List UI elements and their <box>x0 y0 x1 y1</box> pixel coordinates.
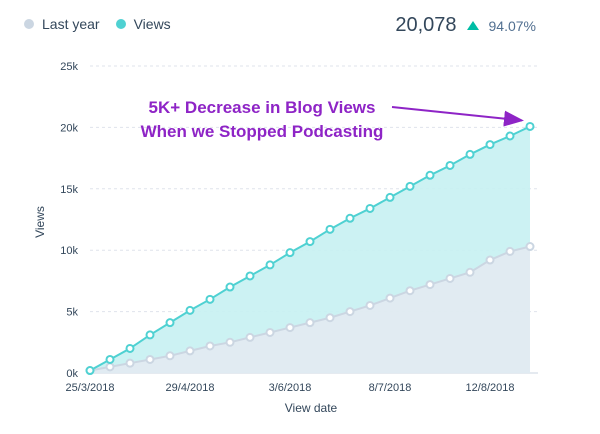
legend-dot-views <box>115 19 126 29</box>
data-point-last-year[interactable] <box>105 362 115 372</box>
data-point-last-year[interactable] <box>445 273 455 283</box>
annotation-arrow <box>391 106 524 127</box>
data-point-views[interactable] <box>125 343 135 353</box>
data-point-views[interactable] <box>265 260 275 270</box>
y-tick-label: 5k <box>66 307 78 319</box>
data-point-views[interactable] <box>205 294 215 304</box>
data-point-views[interactable] <box>465 149 475 159</box>
legend-item-views[interactable]: Views <box>115 16 171 32</box>
data-point-views[interactable] <box>485 140 495 150</box>
data-point-views[interactable] <box>165 318 175 328</box>
data-point-last-year[interactable] <box>325 313 335 323</box>
legend-item-last-year[interactable]: Last year <box>24 16 100 32</box>
annotation-line-1: 5K+ Decrease in Blog Views <box>149 98 376 117</box>
data-point-last-year[interactable] <box>265 327 275 337</box>
data-point-views[interactable] <box>325 224 335 234</box>
legend-label-views: Views <box>133 16 171 32</box>
x-axis-label: View date <box>285 401 338 415</box>
legend-dot-last-year <box>24 19 34 29</box>
data-point-last-year[interactable] <box>225 337 235 347</box>
data-point-views[interactable] <box>425 170 435 180</box>
data-point-views[interactable] <box>245 271 255 281</box>
annotation-line-2: When we Stopped Podcasting <box>141 122 384 141</box>
data-point-views[interactable] <box>185 305 195 315</box>
summary-change: 94.07% <box>488 17 536 34</box>
data-point-views[interactable] <box>445 160 455 170</box>
legend: Last year Views <box>24 16 171 32</box>
data-point-views[interactable] <box>105 354 115 364</box>
summary-total: 20,078 <box>395 14 457 36</box>
x-tick-label: 25/3/2018 <box>66 382 115 394</box>
data-point-last-year[interactable] <box>485 255 495 265</box>
data-point-views[interactable] <box>305 237 315 247</box>
y-tick-label: 15k <box>60 184 78 196</box>
data-point-last-year[interactable] <box>165 351 175 361</box>
data-point-last-year[interactable] <box>185 346 195 356</box>
data-point-views[interactable] <box>385 192 395 202</box>
summary: 20,078 94.07% <box>395 14 536 37</box>
trend-up-icon <box>466 21 479 30</box>
data-point-last-year[interactable] <box>345 307 355 317</box>
y-tick-label: 25k <box>60 61 78 73</box>
data-point-last-year[interactable] <box>285 323 295 333</box>
data-point-last-year[interactable] <box>245 332 255 342</box>
data-point-last-year[interactable] <box>505 246 515 256</box>
data-point-last-year[interactable] <box>425 280 435 290</box>
data-point-views[interactable] <box>525 121 535 131</box>
data-point-views[interactable] <box>85 366 95 376</box>
data-point-last-year[interactable] <box>365 300 375 310</box>
data-point-views[interactable] <box>345 213 355 223</box>
data-point-last-year[interactable] <box>125 358 135 368</box>
data-point-last-year[interactable] <box>205 341 215 351</box>
data-point-views[interactable] <box>405 181 415 191</box>
legend-label-last-year: Last year <box>42 16 100 32</box>
data-point-views[interactable] <box>285 248 295 258</box>
data-point-views[interactable] <box>145 330 155 340</box>
data-point-last-year[interactable] <box>465 267 475 277</box>
data-point-views[interactable] <box>505 131 515 141</box>
y-tick-label: 20k <box>60 122 78 134</box>
data-point-last-year[interactable] <box>525 242 535 252</box>
data-point-views[interactable] <box>225 282 235 292</box>
y-tick-label: 0k <box>66 368 78 380</box>
data-point-last-year[interactable] <box>385 293 395 303</box>
x-tick-label: 29/4/2018 <box>166 382 215 394</box>
x-tick-label: 3/6/2018 <box>269 382 312 394</box>
x-tick-label: 8/7/2018 <box>369 382 412 394</box>
y-axis-label: Views <box>33 206 47 238</box>
area-last-year <box>90 246 530 373</box>
data-point-last-year[interactable] <box>405 286 415 296</box>
x-tick-label: 12/8/2018 <box>466 382 515 394</box>
data-point-views[interactable] <box>365 203 375 213</box>
data-point-last-year[interactable] <box>145 354 155 364</box>
data-point-last-year[interactable] <box>305 318 315 328</box>
y-tick-label: 10k <box>60 245 78 257</box>
